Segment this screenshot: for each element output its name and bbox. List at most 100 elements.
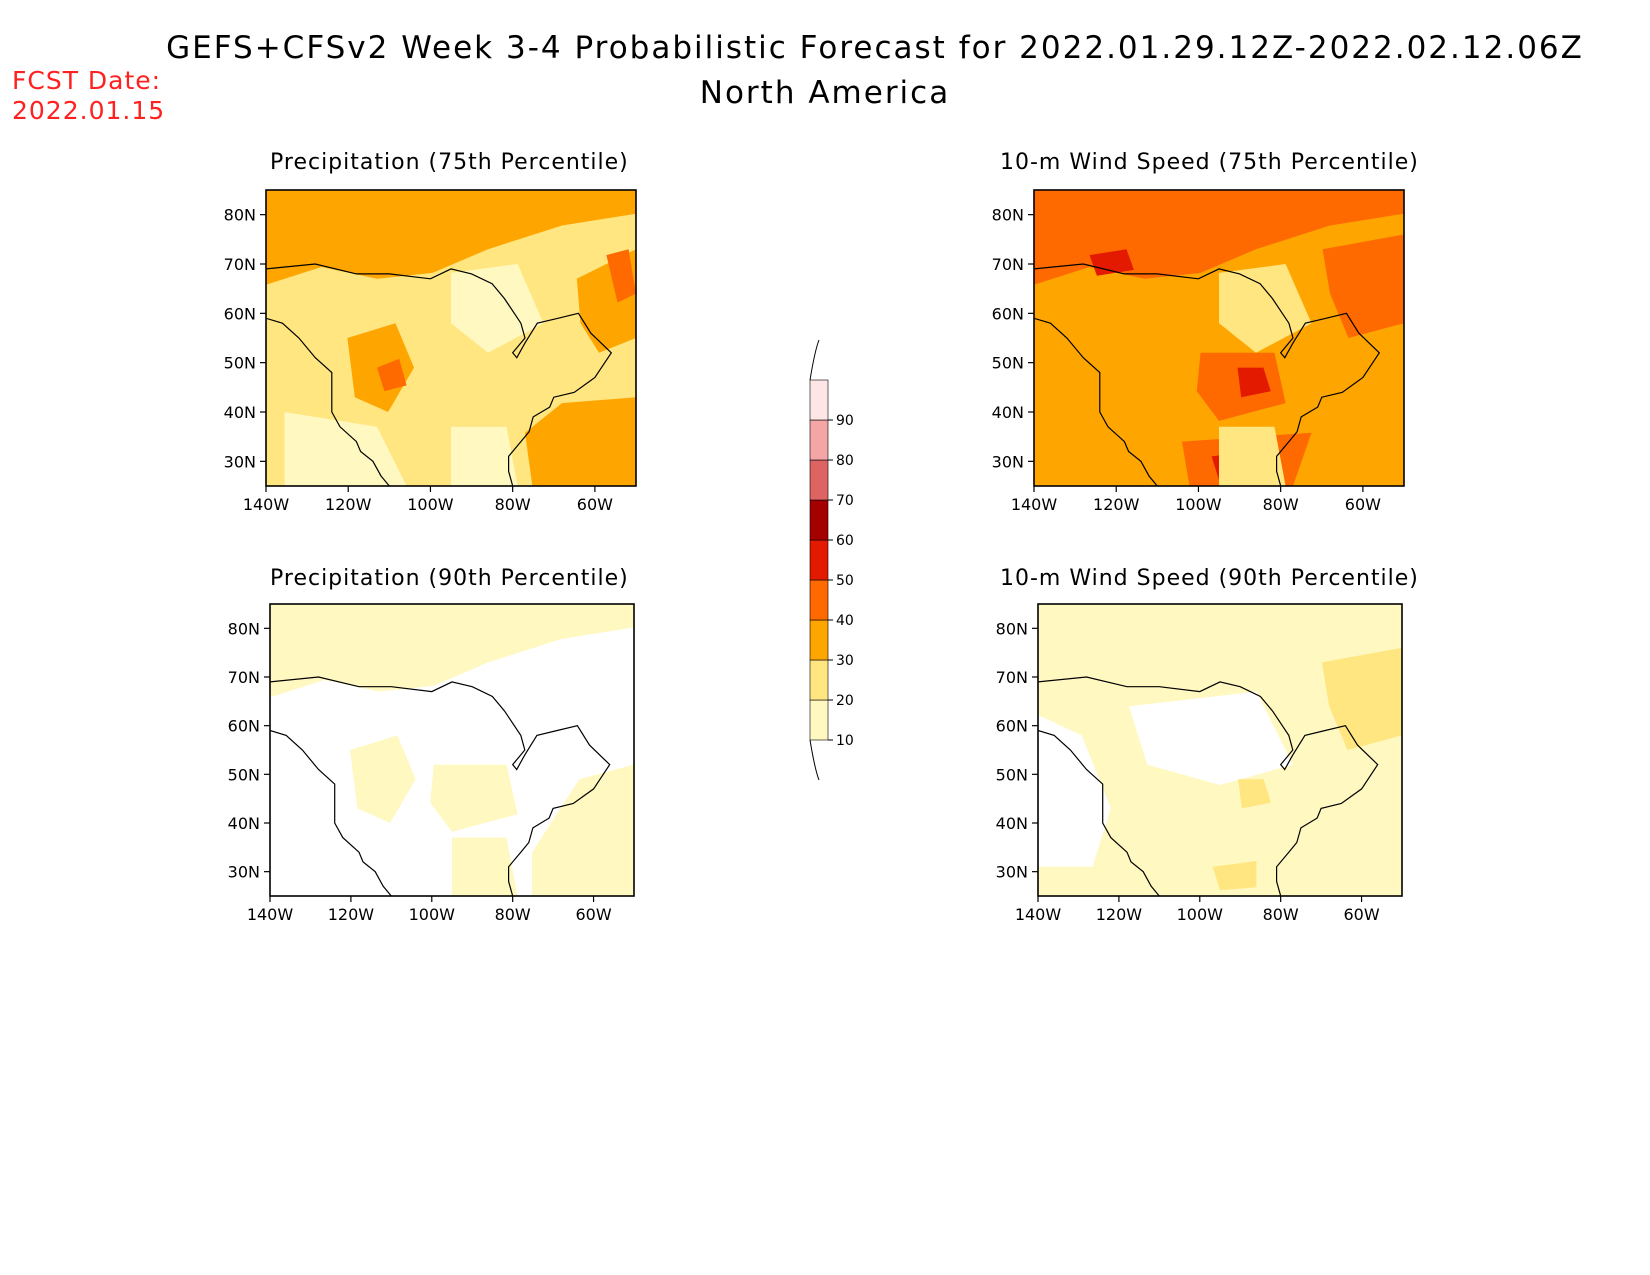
colorbar-label: 60	[836, 533, 854, 549]
shade-southeast	[452, 837, 518, 896]
y-tick-label: 30N	[996, 863, 1028, 882]
colorbar-top-arrow	[809, 339, 820, 381]
x-tick-label: 80W	[1263, 905, 1299, 924]
x-tick-label: 100W	[407, 495, 454, 514]
shade-arctic-band	[266, 190, 636, 285]
colorbar-swatch	[809, 459, 829, 501]
x-tick-label: 140W	[1015, 905, 1062, 924]
y-tick-label: 60N	[996, 717, 1028, 736]
y-tick-label: 70N	[992, 255, 1024, 274]
colorbar-label: 40	[836, 613, 854, 629]
coastline-west	[266, 317, 390, 486]
x-tick-label: 60W	[575, 905, 611, 924]
coastline-west	[1034, 317, 1158, 486]
y-tick-label: 40N	[992, 403, 1024, 422]
map-frame	[1037, 603, 1403, 897]
y-tick-label: 70N	[228, 668, 260, 687]
figure-subtitle: North America	[699, 75, 951, 111]
x-tick-label: 120W	[1093, 495, 1140, 514]
shade-hudson-bay	[451, 264, 544, 353]
shade-atlantic	[532, 764, 634, 896]
shade-labrador-sea	[1321, 647, 1402, 750]
shade-colorado	[377, 358, 407, 392]
shade-hudson-bay	[1219, 264, 1312, 353]
panel-title-precip90: Precipitation (90th Percentile)	[270, 566, 629, 591]
coastline-east	[1038, 676, 1379, 896]
y-tick-label: 40N	[224, 403, 256, 422]
y-tick-label: 60N	[224, 304, 256, 323]
y-tick-label: 60N	[992, 304, 1024, 323]
x-tick-label: 100W	[409, 905, 456, 924]
coastline-east	[1034, 263, 1381, 486]
shade-rockies-south	[350, 735, 416, 823]
colorbar-label: 10	[836, 733, 854, 749]
colorbar-swatch	[809, 379, 829, 421]
colorbar-label: 50	[836, 573, 854, 589]
shade-great-lakes	[430, 764, 518, 832]
map-frame	[1033, 189, 1405, 487]
colorbar-swatch	[809, 539, 829, 581]
x-tick-label: 100W	[1175, 495, 1222, 514]
colorbar-swatch	[809, 699, 829, 741]
colorbar-label: 20	[836, 693, 854, 709]
x-tick-label: 120W	[325, 495, 372, 514]
shade-southeast	[451, 426, 518, 486]
x-tick-label: 60W	[577, 495, 613, 514]
map-panel-wind90: 140W 120W 100W 80W 60W 30N 40N 50N 60N 70N 80N	[996, 603, 1403, 924]
shade-labrador-sea	[1322, 234, 1404, 338]
y-tick-label: 50N	[992, 354, 1024, 373]
y-tick-label: 70N	[224, 255, 256, 274]
y-tick-label: 80N	[224, 206, 256, 225]
x-tick-label: 60W	[1343, 905, 1379, 924]
shade-west-coast	[1038, 715, 1111, 867]
y-tick-label: 70N	[996, 668, 1028, 687]
colorbar-swatch	[809, 659, 829, 701]
shade-southeast	[1219, 426, 1286, 486]
figure-title: GEFS+CFSv2 Week 3-4 Probabilistic Foreca…	[166, 30, 1584, 66]
colorbar-bottom-arrow	[809, 739, 820, 781]
shade-arctic-band	[270, 604, 634, 698]
shade-great-lakes-core	[1237, 367, 1271, 398]
panel-title-wind90: 10-m Wind Speed (90th Percentile)	[1000, 566, 1419, 591]
x-tick-label: 140W	[1011, 495, 1058, 514]
y-tick-label: 30N	[228, 863, 260, 882]
colorbar-swatch	[809, 619, 829, 661]
colorbar-label: 90	[836, 413, 854, 429]
colorbar-swatch	[809, 579, 829, 621]
shade-atlantic-gulfstream	[525, 397, 636, 486]
y-tick-label: 50N	[996, 765, 1028, 784]
colorbar-label: 80	[836, 453, 854, 469]
colorbar-swatch	[809, 419, 829, 461]
colorbar-label: 70	[836, 493, 854, 509]
y-tick-label: 50N	[224, 354, 256, 373]
x-tick-label: 80W	[495, 495, 531, 514]
x-tick-label: 100W	[1177, 905, 1224, 924]
y-tick-label: 30N	[224, 452, 256, 471]
shade-canada-interior	[1129, 691, 1293, 785]
x-tick-label: 80W	[1263, 495, 1299, 514]
coastline-east	[266, 263, 613, 486]
fcst-date-label: FCST Date:	[12, 66, 162, 95]
coastline-east	[270, 676, 611, 896]
map-frame	[265, 189, 637, 487]
map-frame	[269, 603, 635, 897]
x-tick-label: 120W	[328, 905, 375, 924]
x-tick-label: 60W	[1345, 495, 1381, 514]
y-tick-label: 80N	[996, 619, 1028, 638]
coastline-west	[1038, 729, 1160, 896]
y-tick-label: 30N	[992, 452, 1024, 471]
y-tick-label: 50N	[228, 765, 260, 784]
y-tick-label: 60N	[228, 717, 260, 736]
colorbar-swatch	[809, 499, 829, 541]
x-tick-label: 80W	[495, 905, 531, 924]
colorbar: 10 20 30 40 50 60 70 80 90	[809, 339, 854, 781]
fcst-date-value: 2022.01.15	[12, 96, 166, 125]
shade-great-lakes-core	[1238, 779, 1271, 809]
panel-title-precip75: Precipitation (75th Percentile)	[270, 150, 629, 175]
map-panel-precip90: 140W 120W 100W 80W 60W 30N 40N 50N 60N 70N 80N	[228, 603, 635, 924]
shade-greenland-coast	[606, 249, 636, 303]
y-tick-label: 80N	[992, 206, 1024, 225]
coastline-west	[270, 729, 392, 896]
x-tick-label: 120W	[1096, 905, 1143, 924]
